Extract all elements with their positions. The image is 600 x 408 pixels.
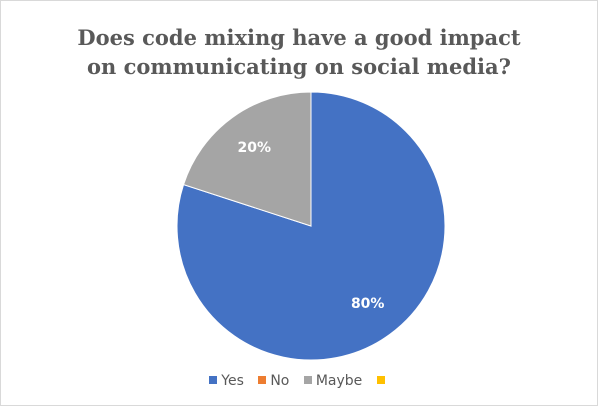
legend-label-maybe: Maybe bbox=[315, 373, 363, 389]
legend-swatch-maybe bbox=[303, 376, 312, 384]
chart-title-line-2: on communicating on social media? bbox=[87, 54, 511, 79]
pie-label-yes: 80% bbox=[351, 296, 385, 312]
pie-label-maybe: 20% bbox=[238, 140, 272, 156]
pie-slices bbox=[176, 91, 446, 361]
pie-slice-labels: 80% 20% bbox=[238, 140, 385, 312]
legend-label-no: No bbox=[270, 373, 290, 389]
legend-item-no: No bbox=[258, 373, 289, 389]
legend-label-yes: Yes bbox=[221, 373, 244, 389]
legend-swatch-yes bbox=[209, 376, 218, 384]
legend-swatch-blank bbox=[376, 376, 385, 384]
legend-item-maybe: Maybe bbox=[303, 373, 363, 389]
legend-item-blank bbox=[376, 373, 389, 389]
legend-item-yes: Yes bbox=[209, 373, 244, 389]
legend-swatch-no bbox=[258, 376, 267, 384]
pie-slice-maybe bbox=[182, 91, 312, 227]
chart-title: Does code mixing have a good impact on c… bbox=[1, 23, 597, 81]
legend: Yes No Maybe bbox=[1, 373, 597, 389]
chart-title-line-1: Does code mixing have a good impact bbox=[77, 25, 521, 50]
